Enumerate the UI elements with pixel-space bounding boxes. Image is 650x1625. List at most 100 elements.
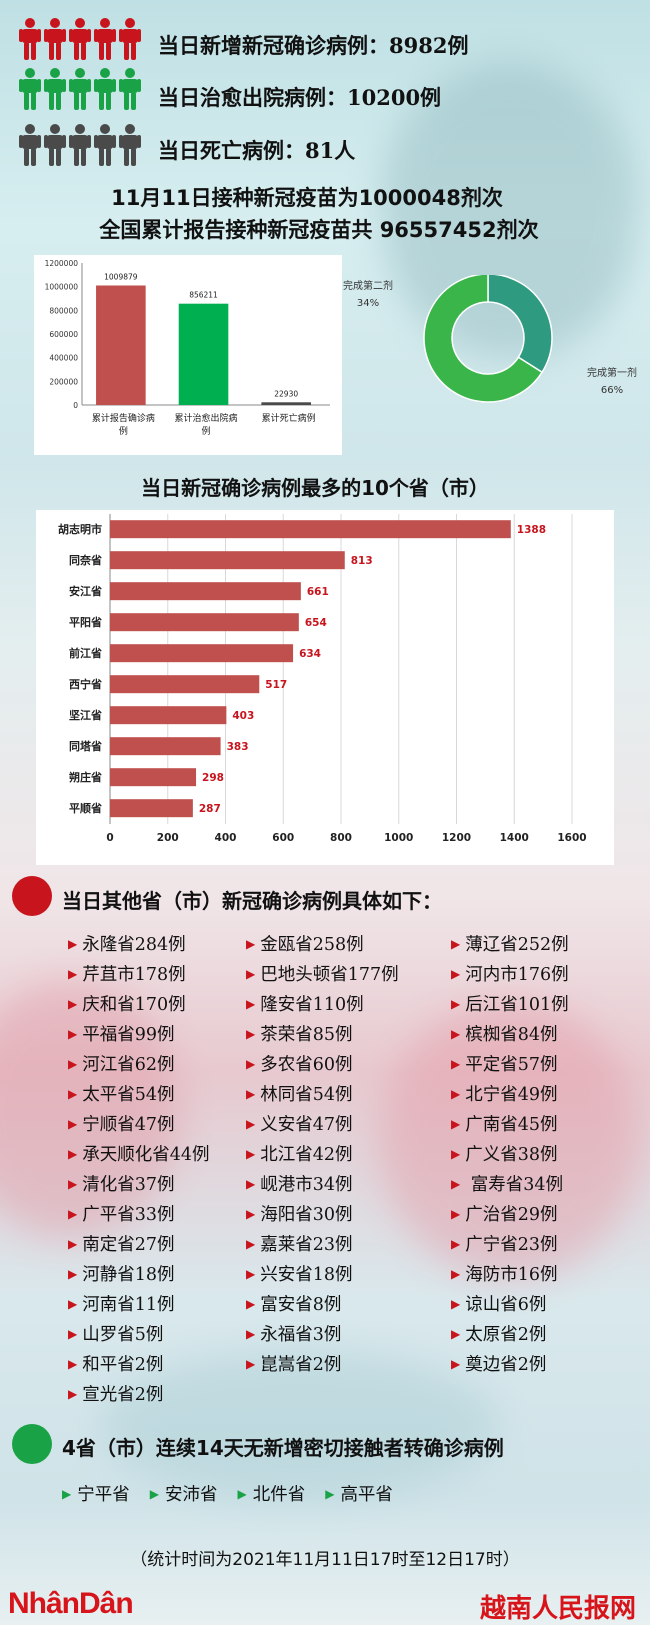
person-icon bbox=[94, 68, 116, 110]
person-icon bbox=[19, 18, 41, 60]
triangle-bullet-icon: ▶ bbox=[68, 1177, 78, 1191]
no-new-item: ▶ 高平省 bbox=[325, 1481, 393, 1506]
bar-value-label: 517 bbox=[265, 679, 287, 691]
person-icon bbox=[94, 124, 116, 166]
triangle-bullet-icon: ▶ bbox=[246, 967, 256, 981]
province-item: ▶ 广治省29例 bbox=[451, 1202, 628, 1227]
province-item-label: 宣光省2例 bbox=[82, 1385, 164, 1405]
vaccination-donut-chart: 完成第二剂 34% 完成第一剂 66% bbox=[343, 275, 637, 403]
gray-people-icon bbox=[18, 123, 146, 167]
province-item: ▶ 清化省37例 bbox=[68, 1172, 246, 1197]
triangle-bullet-icon: ▶ bbox=[68, 1057, 78, 1071]
top10-title: 当日新冠确诊病例最多的10个省（市） bbox=[141, 476, 489, 500]
province-item-label: 巴地头顿省177例 bbox=[260, 965, 399, 985]
triangle-bullet-icon: ▶ bbox=[451, 1357, 461, 1371]
province-item-label: 河南省11例 bbox=[82, 1295, 175, 1315]
province-item-label: 富安省8例 bbox=[260, 1295, 342, 1315]
province-item: ▶ 山罗省5例 bbox=[68, 1322, 246, 1347]
x-tick-label: 例 bbox=[201, 425, 210, 437]
triangle-bullet-icon: ▶ bbox=[68, 1297, 78, 1311]
bar-value-label: 661 bbox=[307, 586, 329, 598]
province-item-label: 广宁省23例 bbox=[465, 1235, 558, 1255]
triangle-bullet-icon: ▶ bbox=[451, 1087, 461, 1101]
province-item: ▶ 太原省2例 bbox=[451, 1322, 628, 1347]
province-item: ▶ 芹苴市178例 bbox=[68, 962, 246, 987]
x-tick-label: 累计治愈出院病 bbox=[174, 412, 237, 424]
red-people-icon bbox=[18, 17, 146, 61]
triangle-bullet-icon: ▶ bbox=[246, 1207, 256, 1221]
y-tick-label: 平顺省 bbox=[69, 801, 102, 815]
province-item: ▶ 平定省57例 bbox=[451, 1052, 628, 1077]
province-item: ▶ 河江省62例 bbox=[68, 1052, 246, 1077]
triangle-bullet-icon: ▶ bbox=[451, 1057, 461, 1071]
province-item: ▶ 承天顺化省44例 bbox=[68, 1142, 246, 1167]
y-tick-label: 800000 bbox=[49, 306, 78, 315]
province-item: ▶ 茶荣省85例 bbox=[246, 1022, 451, 1047]
triangle-bullet-icon: ▶ bbox=[68, 1387, 78, 1401]
y-tick-label: 朔庄省 bbox=[69, 770, 102, 784]
no-new-item-label: 宁平省 bbox=[77, 1485, 130, 1505]
province-item-label: 北江省42例 bbox=[260, 1145, 353, 1165]
x-tick-label: 1000 bbox=[384, 832, 413, 844]
province-item-label: 永福省3例 bbox=[260, 1325, 342, 1345]
bar bbox=[178, 303, 229, 405]
triangle-bullet-icon: ▶ bbox=[451, 937, 461, 951]
province-item: ▶ 巴地头顿省177例 bbox=[246, 962, 451, 987]
person-icon bbox=[44, 18, 66, 60]
no-new-item-label: 北件省 bbox=[252, 1485, 306, 1505]
triangle-bullet-icon: ▶ bbox=[246, 1297, 256, 1311]
no-new-item-label: 安沛省 bbox=[164, 1485, 218, 1505]
no-new-item: ▶ 北件省 bbox=[237, 1481, 305, 1506]
triangle-bullet-icon: ▶ bbox=[246, 1237, 256, 1251]
stat-deaths: 当日死亡病例：81人 bbox=[158, 138, 356, 163]
triangle-bullet-icon: ▶ bbox=[451, 1207, 461, 1221]
province-item: ▶ 永福省3例 bbox=[246, 1322, 451, 1347]
triangle-bullet-icon: ▶ bbox=[68, 1327, 78, 1341]
triangle-bullet-icon: ▶ bbox=[68, 967, 78, 981]
y-tick-label: 胡志明市 bbox=[58, 522, 102, 536]
y-tick-label: 1200000 bbox=[45, 259, 79, 268]
person-icon bbox=[69, 124, 91, 166]
bar bbox=[110, 582, 301, 601]
triangle-bullet-icon: ▶ bbox=[451, 997, 461, 1011]
province-item-label: 河静省18例 bbox=[82, 1265, 175, 1285]
province-item-label: 岘港市34例 bbox=[260, 1175, 353, 1195]
person-icon bbox=[44, 124, 66, 166]
triangle-bullet-icon: ▶ bbox=[451, 1117, 461, 1131]
bar bbox=[110, 799, 193, 818]
province-item-label: 河江省62例 bbox=[82, 1055, 175, 1075]
bar-value-label: 654 bbox=[305, 617, 327, 629]
site-name-logo[interactable]: 越南人民报网 bbox=[479, 1594, 636, 1624]
slice-value-label: 34% bbox=[357, 298, 379, 309]
slice-value-label: 66% bbox=[601, 385, 623, 396]
bar bbox=[261, 402, 311, 405]
stat-row-recovered bbox=[18, 66, 146, 112]
y-tick-label: 1000000 bbox=[45, 283, 79, 292]
green-triangle-bullet-icon: ▶ bbox=[237, 1487, 247, 1501]
province-item-label: 太原省2例 bbox=[465, 1325, 547, 1345]
province-item: ▶ 宁顺省47例 bbox=[68, 1112, 246, 1137]
province-item-label: 广治省29例 bbox=[465, 1205, 558, 1225]
province-item-label: 广义省38例 bbox=[465, 1145, 558, 1165]
province-item-label: 嘉莱省23例 bbox=[260, 1235, 353, 1255]
person-icon bbox=[19, 68, 41, 110]
province-item-label: 北宁省49例 bbox=[465, 1085, 558, 1105]
top10-bar-chart: 0 200 400 600 800 1000 1200 1400 1600 1388 胡志明市 813… bbox=[58, 514, 587, 844]
province-item: ▶ 岘港市34例 bbox=[246, 1172, 451, 1197]
bar-value-label: 634 bbox=[299, 648, 321, 660]
triangle-bullet-icon: ▶ bbox=[246, 1177, 256, 1191]
province-item-label: 义安省47例 bbox=[260, 1115, 353, 1135]
triangle-bullet-icon: ▶ bbox=[68, 1027, 78, 1041]
province-item-label: 后江省101例 bbox=[465, 995, 569, 1015]
province-item-label: 兴安省18例 bbox=[260, 1265, 353, 1285]
province-item: ▶ 广南省45例 bbox=[451, 1112, 628, 1137]
y-tick-label: 200000 bbox=[49, 377, 78, 386]
stat-recovered: 当日治愈出院病例：10200例 bbox=[158, 85, 442, 110]
province-item: ▶ 北江省42例 bbox=[246, 1142, 451, 1167]
triangle-bullet-icon: ▶ bbox=[451, 1147, 461, 1161]
province-item-label: 清化省37例 bbox=[82, 1175, 175, 1195]
donut-slice bbox=[487, 275, 553, 374]
nhandan-logo[interactable]: NhânDân bbox=[8, 1587, 134, 1620]
province-item: ▶ 兴安省18例 bbox=[246, 1262, 451, 1287]
y-tick-label: 西宁省 bbox=[69, 677, 102, 691]
